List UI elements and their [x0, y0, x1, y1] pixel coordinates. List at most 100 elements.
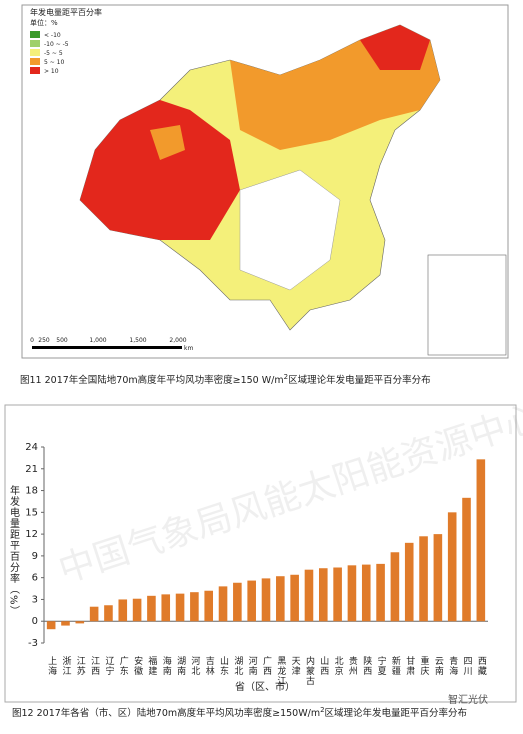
y-tick-label: 21 [25, 464, 38, 475]
bar [290, 574, 299, 622]
legend-swatch [30, 49, 40, 56]
bar [376, 563, 385, 622]
x-tick-label: 江苏 [75, 656, 86, 676]
y-tick-label: 24 [25, 442, 38, 453]
legend-unit: 单位：% [30, 18, 58, 27]
scale-label: 1,500 [129, 337, 146, 344]
x-tick-label: 重庆 [419, 655, 430, 676]
legend-label: -5 ~ 5 [44, 50, 63, 57]
legend-swatch [30, 31, 40, 38]
x-tick-label: 山西 [318, 656, 329, 676]
x-tick-label: 贵州 [347, 655, 358, 676]
scale-unit: km [184, 345, 193, 352]
bar [104, 605, 113, 622]
watermark-brand: 智汇光伏 [448, 693, 488, 706]
x-axis-title: 省（区、市） [235, 680, 295, 693]
bar [75, 621, 85, 624]
y-tick-label: 6 [32, 573, 38, 584]
bar [390, 552, 400, 622]
x-tick-label: 新疆 [390, 655, 401, 676]
x-tick-label: 广西 [261, 655, 272, 676]
bar [46, 621, 56, 630]
x-tick-label: 西藏 [476, 656, 487, 676]
legend-swatch [30, 67, 40, 74]
y-tick-label: 18 [25, 486, 38, 497]
bar [190, 592, 199, 622]
x-tick-label: 广东 [118, 655, 129, 676]
scale-line [32, 346, 182, 349]
scale-label: 250 [38, 337, 50, 344]
y-tick-label: 0 [32, 616, 38, 627]
bar [61, 621, 70, 626]
x-tick-label: 四川 [462, 656, 473, 676]
scale-label: 1,000 [89, 337, 106, 344]
bar [132, 598, 142, 622]
bar [361, 564, 371, 622]
scale-label: 500 [56, 337, 68, 344]
bar [276, 576, 285, 622]
chart-caption: 图12 2017年各省（市、区）陆地70m高度年平均风功率密度≥150W/m2区… [12, 706, 467, 719]
x-tick-label: 北京 [333, 656, 344, 676]
bar [218, 586, 228, 622]
legend-title: 年发电量距平百分率 [30, 7, 102, 17]
x-tick-label: 内蒙古 [304, 655, 315, 686]
legend-label: -10 ~ -5 [44, 41, 69, 48]
bar [404, 542, 414, 622]
x-tick-label: 福建 [146, 655, 157, 676]
scale-label: 0 [30, 337, 34, 344]
bar [462, 497, 471, 622]
x-tick-label: 浙江 [60, 655, 71, 676]
bar [247, 580, 256, 622]
chart-frame [4, 404, 517, 703]
x-tick-label: 河南 [247, 655, 258, 676]
x-tick-label: 吉林 [204, 656, 215, 676]
legend-label: > 10 [44, 68, 59, 75]
bar [347, 565, 357, 622]
map-caption: 图11 2017年全国陆地70m高度年平均风功率密度≥150 W/m2区域理论年… [20, 373, 431, 386]
legend-label: < -10 [44, 32, 61, 39]
bar [161, 594, 171, 622]
bar [147, 595, 156, 622]
map-legend: 年发电量距平百分率 单位：% < -10 -10 ~ -5 -5 ~ 5 5 ~ 10… [30, 7, 102, 75]
x-tick-label: 甘肃 [404, 655, 415, 676]
x-tick-label: 安徽 [132, 655, 143, 676]
scale-label: 2,000 [169, 337, 186, 344]
y-tick-label: -3 [28, 638, 38, 649]
y-tick-label: 15 [25, 507, 38, 518]
bar [476, 459, 486, 622]
bar [118, 599, 128, 622]
map-region-orange2 [150, 125, 185, 160]
bar [233, 582, 242, 622]
bar [433, 534, 443, 622]
map-region-red2 [360, 25, 430, 70]
bar [447, 512, 457, 622]
y-tick-label: 9 [32, 551, 38, 562]
y-axis-title: 年发电量距平百分率（%） [8, 484, 20, 617]
y-tick-label: 12 [25, 529, 38, 540]
legend-swatch [30, 40, 40, 47]
map-region-white [239, 169, 341, 291]
south-sea-inset [427, 254, 507, 356]
bar [318, 568, 328, 622]
x-tick-label: 海南 [161, 655, 172, 676]
x-tick-label: 江西 [89, 656, 100, 676]
legend-label: 5 ~ 10 [44, 59, 64, 66]
x-tick-label: 山东 [218, 656, 229, 676]
bar [304, 569, 314, 622]
bar [204, 590, 214, 622]
map-region-red [80, 100, 240, 240]
bar [333, 567, 342, 622]
x-tick-label: 青海 [447, 655, 458, 676]
x-tick-label: 上海 [46, 656, 57, 676]
map [79, 24, 507, 356]
x-tick-label: 陕西 [361, 655, 372, 676]
bar [175, 593, 185, 622]
bar [261, 578, 271, 622]
x-tick-label: 辽宁 [103, 656, 114, 676]
x-tick-label: 河北 [189, 655, 200, 676]
bar [89, 606, 99, 622]
x-tick-label: 云南 [433, 656, 444, 676]
